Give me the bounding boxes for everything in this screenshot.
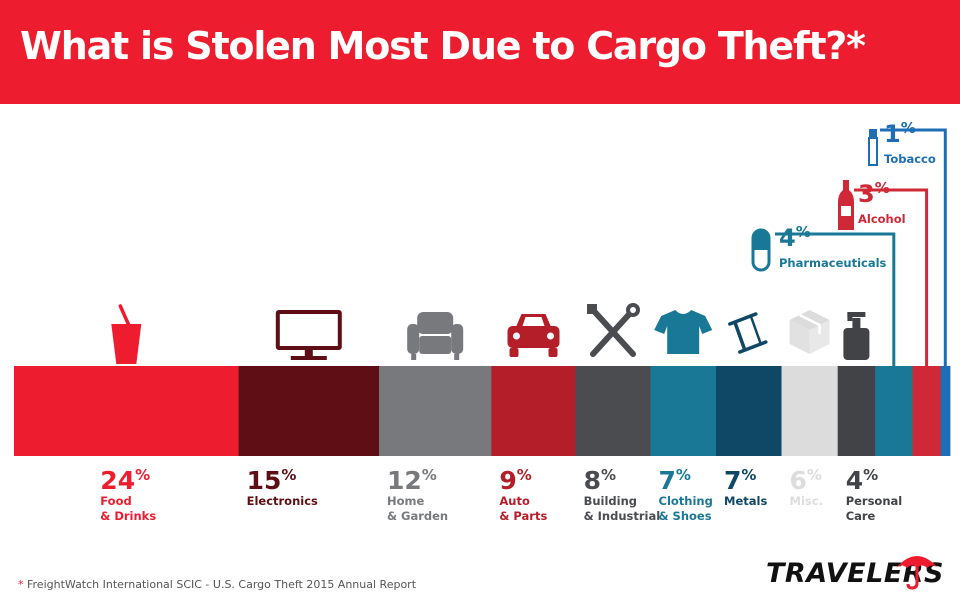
category-label-clothing-shoes: Clothing (659, 494, 713, 508)
category-label-auto-parts: Auto (499, 494, 530, 508)
title-banner: What is Stolen Most Due to Cargo Theft?* (0, 0, 960, 104)
bar-misc (781, 366, 839, 456)
footnote-mark: * (18, 578, 24, 591)
value-label-building-industrial: 8% (584, 466, 616, 495)
category-label-alcohol: Alcohol (858, 212, 906, 226)
category-label-pharmaceuticals: Pharmaceuticals (779, 256, 887, 270)
cigarette-icon (868, 129, 878, 166)
category-label-personal-care: Personal (846, 494, 903, 508)
tshirt-icon (654, 310, 713, 354)
bar-building-industrial (575, 366, 651, 456)
bottle-icon (838, 180, 854, 230)
bar-electronics (238, 366, 380, 456)
category-label-electronics: Electronics (247, 494, 318, 508)
tools-icon (587, 303, 640, 357)
page-title: What is Stolen Most Due to Cargo Theft?* (20, 24, 866, 68)
bar-clothing-shoes (650, 366, 717, 456)
footnote: * FreightWatch International SCIC - U.S.… (18, 578, 416, 591)
value-label-clothing-shoes: 7% (659, 466, 691, 495)
category-label-misc: Misc. (790, 494, 823, 508)
bar-pharmaceuticals (875, 366, 913, 456)
category-label-building-industrial: & Industrial (584, 509, 661, 523)
value-label-alcohol: 3% (858, 179, 890, 208)
category-label-food-drinks: & Drinks (100, 509, 156, 523)
bar-food-drinks (14, 366, 240, 456)
footnote-text: FreightWatch International SCIC - U.S. C… (23, 578, 417, 591)
bar-personal-care (837, 366, 876, 456)
value-label-metals: 7% (724, 466, 756, 495)
category-label-home-garden: & Garden (387, 509, 448, 523)
car-icon (507, 314, 560, 357)
value-label-electronics: 15% (247, 466, 297, 495)
category-label-building-industrial: Building (584, 494, 637, 508)
value-label-misc: 6% (790, 466, 822, 495)
value-label-food-drinks: 24% (100, 466, 150, 495)
bar-tobacco (940, 366, 951, 456)
value-label-personal-care: 4% (846, 466, 878, 495)
monitor-icon (275, 310, 342, 360)
leader-line-pharmaceuticals (775, 232, 896, 366)
category-label-metals: Metals (724, 494, 767, 508)
category-label-home-garden: Home (387, 494, 425, 508)
umbrella-icon (896, 556, 938, 590)
box-icon (789, 310, 830, 354)
armchair-icon (407, 312, 464, 360)
leader-line-tobacco (880, 128, 947, 366)
pill-icon (751, 228, 771, 272)
drink-cup-icon (111, 304, 142, 364)
bar-auto-parts (491, 366, 576, 456)
value-label-tobacco: 1% (884, 119, 916, 148)
category-label-food-drinks: Food (100, 494, 131, 508)
category-label-tobacco: Tobacco (884, 152, 936, 166)
bar-metals (716, 366, 782, 456)
leader-line-alcohol (854, 188, 929, 366)
bar-alcohol (912, 366, 942, 456)
pump-bottle-icon (843, 312, 870, 360)
steel-beam-icon (728, 312, 768, 354)
value-label-pharmaceuticals: 4% (779, 223, 811, 252)
category-label-personal-care: Care (846, 509, 876, 523)
category-label-auto-parts: & Parts (499, 509, 547, 523)
value-label-home-garden: 12% (387, 466, 437, 495)
category-label-clothing-shoes: & Shoes (659, 509, 712, 523)
value-label-auto-parts: 9% (499, 466, 531, 495)
bar-home-garden (379, 366, 492, 456)
